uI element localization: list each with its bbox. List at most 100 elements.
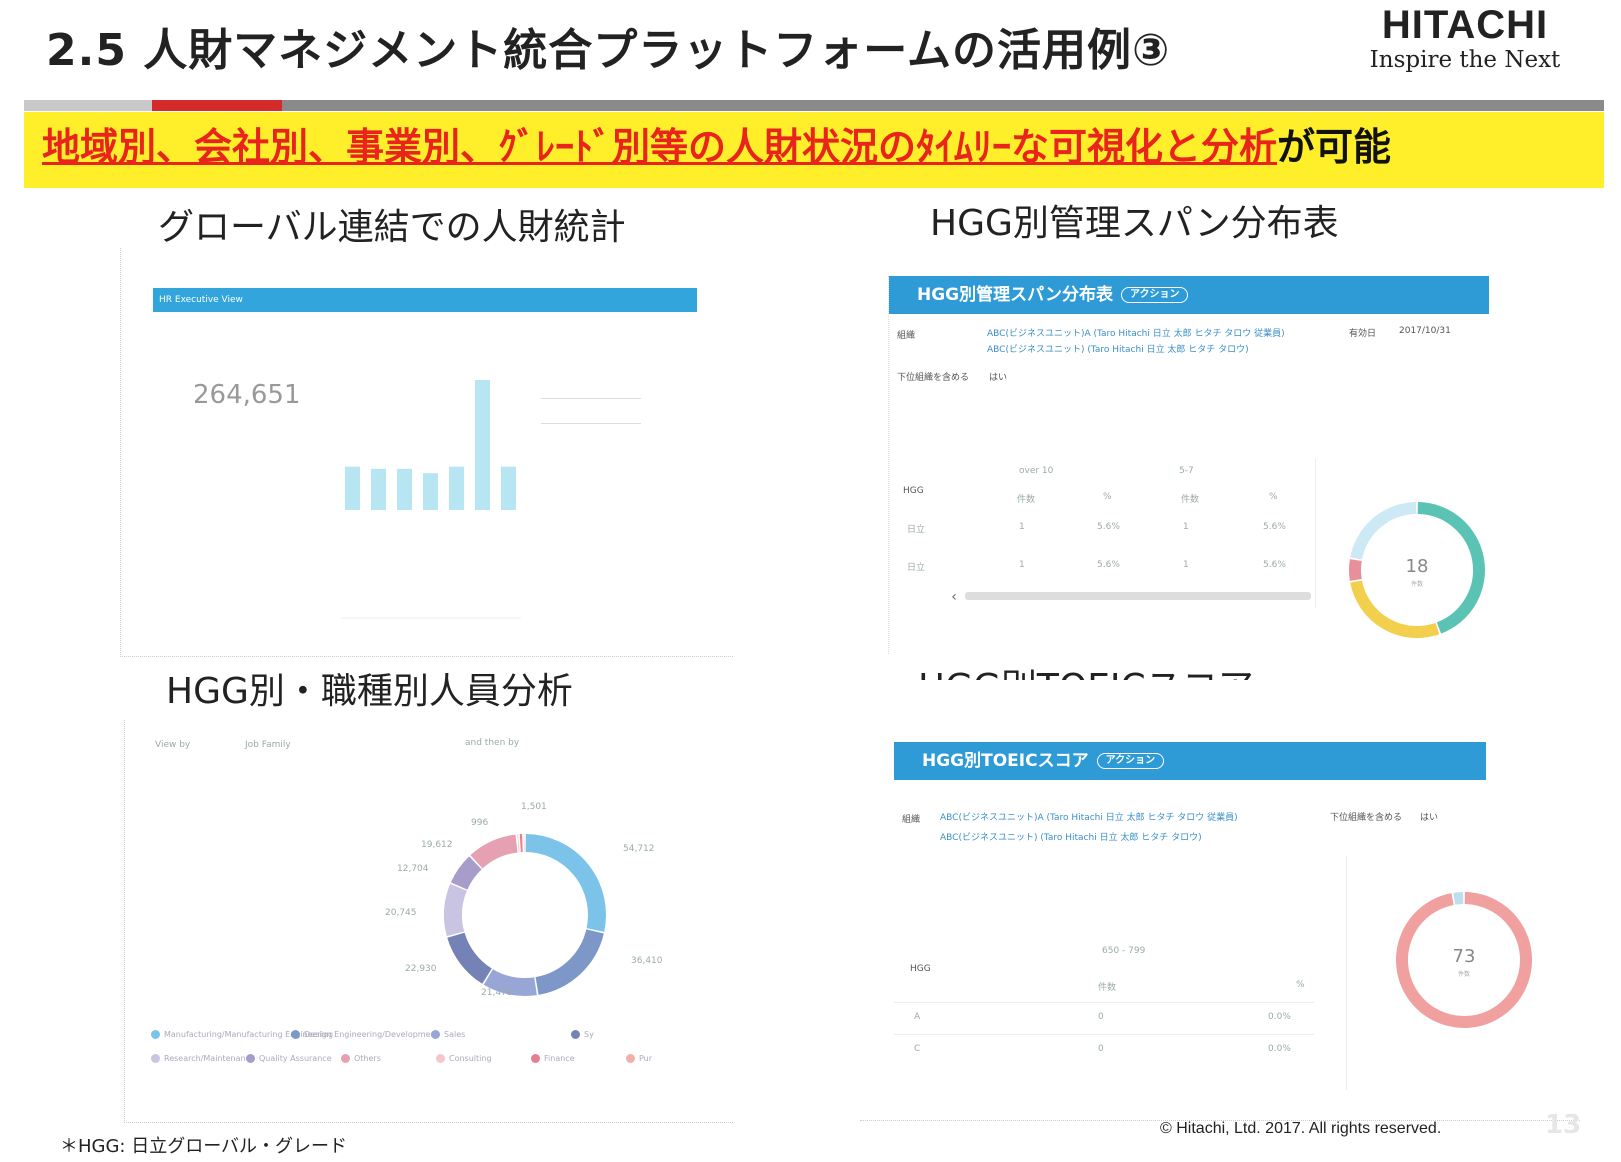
key-message-suffix: が可能 — [1277, 125, 1392, 169]
toeic-row-1-c2: 0.0% — [1268, 1012, 1291, 1022]
legend-label: Sy — [584, 1030, 594, 1039]
stats-bar-3 — [397, 468, 412, 510]
job-analysis-title: HGG別・職種別人員分析 — [166, 671, 573, 712]
span-row-2-c4: 5.6% — [1263, 560, 1286, 570]
legend-swatch — [341, 1054, 350, 1063]
span-divider — [1315, 458, 1316, 608]
toeic-donut-sub: 件数 — [1458, 970, 1470, 978]
horizontal-scrollbar[interactable] — [965, 592, 1311, 600]
span-panel-header: HGG別管理スパン分布表 アクション — [889, 276, 1489, 314]
toeic-include-label: 下位組織を含める — [1330, 813, 1403, 823]
stats-bar-1 — [345, 466, 360, 510]
logo-wordmark: HITACHI — [1381, 3, 1549, 47]
toeic-row-2-c2: 0.0% — [1268, 1044, 1291, 1054]
job-label-r2: 36,410 — [631, 956, 663, 966]
stats-rule-1 — [541, 398, 641, 399]
hitachi-logo: HITACHI Inspire the Next — [1340, 4, 1590, 74]
job-label-bl: 22,930 — [405, 964, 437, 974]
span-action-pill[interactable]: アクション — [1120, 287, 1189, 303]
span-date-value: 2017/10/31 — [1399, 326, 1451, 336]
span-date-label: 有効日 — [1349, 329, 1377, 339]
span-org-link-1[interactable]: ABC(ビジネスユニット)A (Taro Hitachi 日立 太郎 ヒタチ タ… — [987, 329, 1285, 339]
job-analysis-panel: View by Job Family and then by 1,501 996… — [124, 720, 733, 1123]
toeic-action-pill[interactable]: アクション — [1096, 753, 1165, 769]
span-row-1-label: 日立 — [907, 525, 926, 535]
slide-title: 2.5 人財マネジメント統合プラットフォームの活用例③ — [46, 25, 1171, 76]
legend-item[interactable]: Pur — [626, 1054, 652, 1063]
span-donut-slice-3 — [1349, 559, 1362, 581]
legend-swatch — [571, 1030, 580, 1039]
legend-label: Design Engineering/Development — [304, 1030, 439, 1039]
job-legend: Manufacturing/Manufacturing Engineering D… — [151, 1030, 731, 1090]
job-then-by[interactable]: and then by — [465, 738, 520, 748]
job-view-value[interactable]: Job Family — [245, 740, 291, 750]
job-label-top: 1,501 — [521, 802, 547, 812]
legend-item[interactable]: Research/Maintenance — [151, 1054, 255, 1063]
job-view-label: View by — [155, 740, 191, 750]
span-col-1: 件数 — [1017, 495, 1036, 505]
legend-label: Sales — [444, 1030, 466, 1039]
toeic-col-2: % — [1296, 980, 1305, 990]
toeic-org-link-2[interactable]: ABC(ビジネスユニット) (Taro Hitachi 日立 太郎 ヒタチ タロ… — [940, 833, 1202, 843]
legend-label: Consulting — [449, 1054, 492, 1063]
toeic-row-divider-2 — [894, 1034, 1314, 1035]
key-message-highlight: 地域別、会社別、事業別、ｸﾞﾚｰﾄﾞ別等の人財状況のﾀｲﾑﾘｰな可視化と分析 — [42, 125, 1278, 169]
span-header-label: HGG別管理スパン分布表 — [917, 285, 1113, 305]
toeic-row-2-label: C — [914, 1044, 921, 1054]
job-label-l2: 20,745 — [385, 908, 417, 918]
job-donut-slice-6 — [450, 856, 482, 890]
toeic-score-range: 650 - 799 — [1102, 946, 1146, 956]
legend-item[interactable]: Others — [341, 1054, 381, 1063]
legend-item[interactable]: Sy — [571, 1030, 594, 1039]
span-col-3: 件数 — [1181, 495, 1200, 505]
legend-label: Research/Maintenance — [164, 1054, 255, 1063]
global-stats-panel: HR Executive View 264,651 — [120, 248, 733, 657]
span-donut-slice-1 — [1417, 502, 1485, 634]
span-org-link-2[interactable]: ABC(ビジネスユニット) (Taro Hitachi 日立 太郎 ヒタチ タロ… — [987, 345, 1249, 355]
toeic-hgg-label: HGG — [910, 964, 931, 974]
span-donut-slice-4 — [1350, 502, 1417, 560]
job-donut-slice-5 — [444, 883, 467, 937]
toeic-row-2-c1: 0 — [1098, 1044, 1104, 1054]
legend-item[interactable]: Finance — [531, 1054, 575, 1063]
legend-item[interactable]: Sales — [431, 1030, 465, 1039]
legend-label: Others — [354, 1054, 381, 1063]
legend-item[interactable]: Quality Assurance — [246, 1054, 332, 1063]
legend-item[interactable]: Consulting — [436, 1054, 492, 1063]
toeic-row-1-c1: 0 — [1098, 1012, 1104, 1022]
legend-item[interactable]: Manufacturing/Manufacturing Engineering — [151, 1030, 333, 1039]
job-donut-slice-7 — [470, 834, 518, 869]
toeic-donut-slice-1 — [1396, 892, 1532, 1028]
legend-label: Finance — [544, 1054, 575, 1063]
toeic-donut-slice-2 — [1453, 892, 1464, 905]
span-donut-chart: 18 件数 — [1349, 502, 1485, 638]
span-donut-sub: 件数 — [1411, 580, 1423, 588]
span-row-1-c1: 1 — [1019, 522, 1025, 532]
stats-bar-2 — [371, 468, 386, 510]
toeic-org-link-1[interactable]: ABC(ビジネスユニット)A (Taro Hitachi 日立 太郎 ヒタチ タ… — [940, 813, 1238, 823]
title-rule-grey — [24, 100, 152, 111]
job-donut-slice-4 — [447, 932, 493, 984]
legend-swatch — [291, 1030, 300, 1039]
job-donut-slice-3 — [483, 969, 537, 996]
hgg-footnote: ＊HGG: 日立グローバル・グレード — [60, 1136, 348, 1157]
span-col-group-1: over 10 — [1019, 466, 1054, 476]
span-col-4: % — [1269, 492, 1278, 502]
span-row-1-c2: 5.6% — [1097, 522, 1120, 532]
job-donut-slice-2 — [535, 929, 604, 995]
legend-item[interactable]: Design Engineering/Development — [291, 1030, 439, 1039]
toeic-org-label: 組織 — [902, 815, 921, 825]
job-donut-chart — [444, 834, 606, 996]
span-title: HGG別管理スパン分布表 — [930, 203, 1339, 244]
title-rule-red — [152, 100, 282, 111]
span-col-2: % — [1103, 492, 1112, 502]
legend-swatch — [531, 1054, 540, 1063]
job-label-tl2: 19,612 — [421, 840, 453, 850]
legend-swatch — [151, 1054, 160, 1063]
span-include-label: 下位組織を含める — [897, 373, 970, 383]
span-row-1-c3: 1 — [1183, 522, 1189, 532]
legend-swatch — [626, 1054, 635, 1063]
job-label-l1: 12,704 — [397, 864, 429, 874]
span-row-1-c4: 5.6% — [1263, 522, 1286, 532]
scroll-left-icon[interactable]: ‹ — [951, 589, 957, 605]
